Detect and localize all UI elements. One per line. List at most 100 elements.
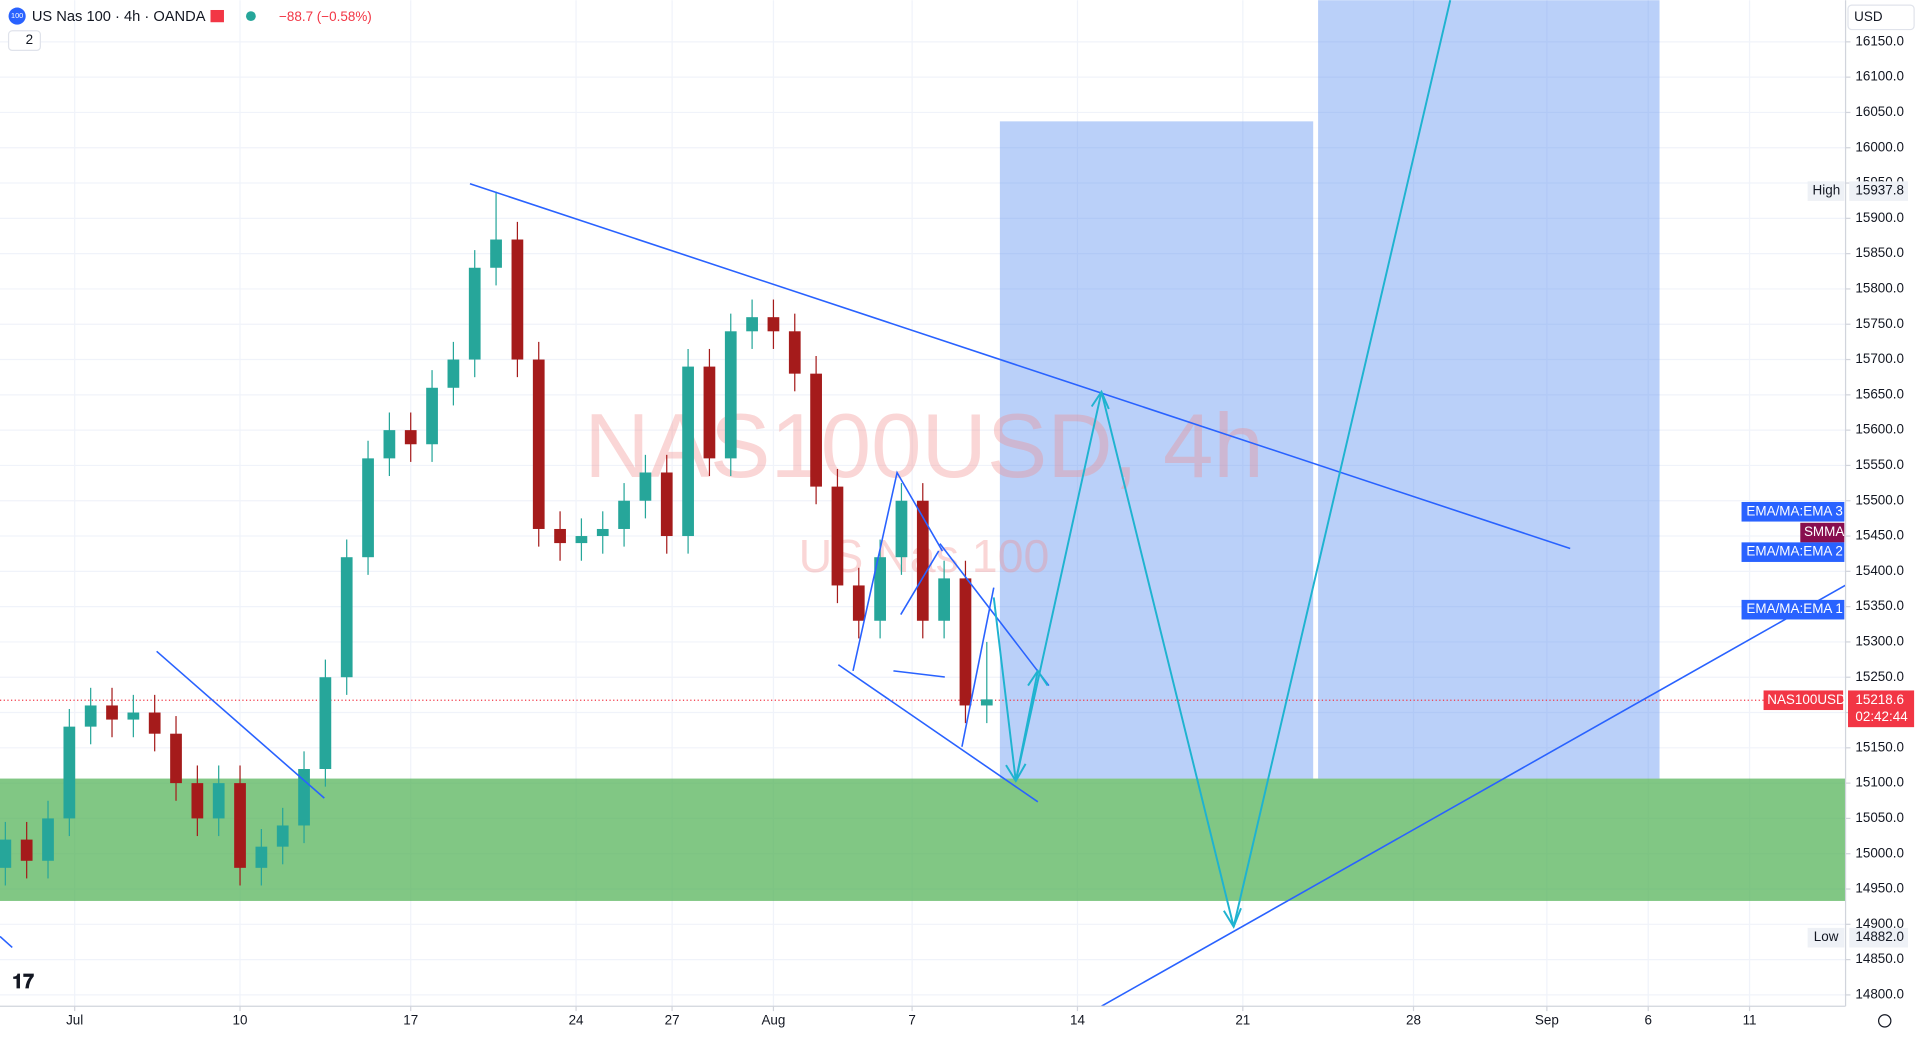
indicator-label: EMA/MA:EMA 1 <box>1746 601 1842 616</box>
flag-icon[interactable] <box>210 9 224 23</box>
y-tick-label: 14900.0 <box>1855 916 1904 931</box>
x-tick-label: 28 <box>1406 1012 1421 1027</box>
symbol-title[interactable]: US Nas 100 · 4h · OANDA <box>32 9 206 25</box>
candle-body <box>618 500 630 529</box>
y-tick-label: 15700.0 <box>1855 351 1904 366</box>
last-price: 15218.6 <box>1855 692 1904 707</box>
trend-line <box>1101 584 1846 1007</box>
candle-body <box>362 458 374 558</box>
high-tag <box>1807 181 1845 201</box>
trend-line <box>469 183 1571 550</box>
symbol-tag <box>1763 690 1844 711</box>
arrow-head <box>1090 389 1110 410</box>
candles <box>0 191 993 886</box>
candle-body <box>724 331 737 459</box>
candle-body <box>63 726 76 819</box>
candle-body <box>959 578 972 706</box>
wedge-line <box>852 470 944 672</box>
candle-body <box>703 366 716 459</box>
trend-line <box>961 587 995 747</box>
candle-body <box>191 783 204 819</box>
candle-body <box>84 705 97 727</box>
candle-body <box>554 528 566 544</box>
logo[interactable]: 𝟏𝟕 <box>12 971 34 993</box>
y-tick-label: 15900.0 <box>1855 210 1904 225</box>
candle-body <box>938 578 950 621</box>
low-value: 14882.0 <box>1855 929 1904 944</box>
status-dot <box>245 11 256 22</box>
candle-body <box>234 783 246 868</box>
drawings <box>0 0 1846 1007</box>
y-tick-label: 14800.0 <box>1855 986 1904 1001</box>
x-tick-label: 21 <box>1235 1012 1250 1027</box>
candle-body <box>810 373 822 487</box>
y-tick-label: 14950.0 <box>1855 881 1904 896</box>
y-tick-label: 15750.0 <box>1855 316 1904 331</box>
low-tag <box>1807 927 1845 948</box>
y-tick-label: 15400.0 <box>1855 563 1904 578</box>
indicators-count[interactable]: 2 <box>26 32 33 47</box>
candle-body <box>490 239 502 268</box>
currency-select[interactable] <box>1847 4 1915 31</box>
y-tick-label: 15650.0 <box>1855 386 1904 401</box>
indicator-label: EMA/MA:EMA 3 <box>1746 503 1842 518</box>
indicator-label: SMMA <box>1804 524 1844 539</box>
indicator-tag <box>1800 522 1845 543</box>
candle-body <box>746 317 758 332</box>
projection-path <box>1014 670 1039 782</box>
y-tick-label: 15150.0 <box>1855 739 1904 754</box>
last-price-tag <box>1848 690 1915 728</box>
candle-body <box>831 486 844 586</box>
settings-icon[interactable] <box>1878 1014 1892 1028</box>
symbol-tag-text: NAS100USD <box>1767 692 1846 707</box>
candle-body <box>767 317 780 332</box>
x-tick-label: 7 <box>908 1012 915 1027</box>
high-value: 15937.8 <box>1855 183 1904 198</box>
x-tick-label: Aug <box>761 1012 785 1027</box>
x-tick-label: Jul <box>66 1012 83 1027</box>
candle-body <box>106 705 118 720</box>
high-label: High <box>1813 183 1841 198</box>
candle-body <box>404 430 417 445</box>
candle-body <box>532 359 545 529</box>
currency[interactable]: USD <box>1854 9 1883 24</box>
indicator-tag <box>1741 501 1845 522</box>
x-tick-label: 24 <box>569 1012 584 1027</box>
y-tick-label: 16100.0 <box>1855 69 1904 84</box>
candle-body <box>895 500 908 558</box>
trend-line <box>893 670 945 678</box>
y-tick-label: 15250.0 <box>1855 669 1904 684</box>
candle-body <box>980 699 993 706</box>
y-tick-label: 15000.0 <box>1855 845 1904 860</box>
target-box <box>1318 0 1660 779</box>
trend-line <box>939 543 1050 687</box>
candle-body <box>0 839 12 868</box>
bar-countdown: 02:42:44 <box>1855 709 1908 724</box>
watermark: NAS100USD, 4h <box>584 396 1263 497</box>
price-change: −88.7 (−0.58%) <box>279 9 372 24</box>
candle-body <box>170 733 182 784</box>
indicator-tag <box>1741 599 1845 620</box>
candle-body <box>212 783 225 819</box>
candle-body <box>511 239 524 360</box>
candle-body <box>319 677 332 769</box>
symbol-badge <box>8 7 26 25</box>
y-tick-label: 15600.0 <box>1855 422 1904 437</box>
y-tick-label: 15500.0 <box>1855 492 1904 507</box>
candle-body <box>852 585 865 621</box>
candle-body <box>447 359 460 388</box>
indicators-toggle[interactable] <box>7 30 41 51</box>
y-tick-label: 15350.0 <box>1855 598 1904 613</box>
candle-body <box>340 557 353 678</box>
candle-body <box>874 557 886 621</box>
symbol-badge-text: 100 <box>11 11 23 20</box>
x-tick-label: 14 <box>1070 1012 1085 1027</box>
indicator-label: EMA/MA:EMA 2 <box>1746 544 1842 559</box>
target-box <box>999 121 1314 779</box>
x-tick-label: Sep <box>1535 1012 1559 1027</box>
candle-body <box>788 331 801 374</box>
arrow-head <box>1223 907 1242 929</box>
trend-line <box>837 664 1039 803</box>
y-tick-label: 14850.0 <box>1855 951 1904 966</box>
